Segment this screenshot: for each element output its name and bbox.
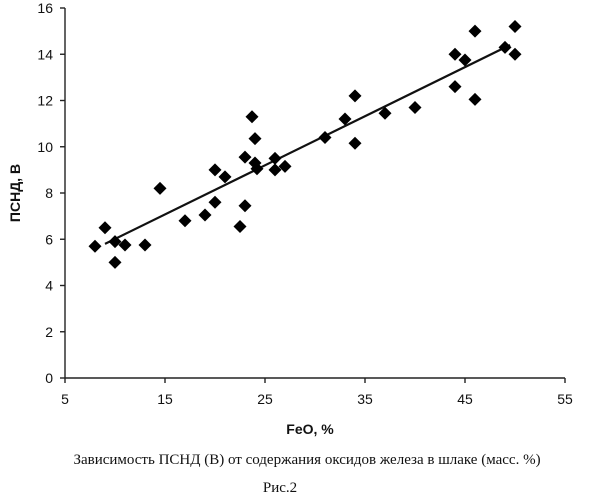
data-point [269,163,282,176]
data-point [239,151,252,164]
x-tick-label: 45 [457,391,473,407]
figure-caption: Зависимость ПСНД (В) от содержания оксид… [0,452,614,469]
x-tick-label: 55 [557,391,573,407]
y-tick-label: 12 [37,93,53,109]
trendline [105,45,510,244]
scatter-chart: 5 15 25 35 45 55 0 2 4 6 8 10 12 14 16 FeO, % ПСНД, В [0,0,614,450]
y-tick-label: 2 [45,324,53,340]
data-point [239,199,252,212]
data-point [349,137,362,150]
y-tick-label: 6 [45,231,53,247]
data-point [209,196,222,209]
data-point [179,214,192,227]
x-tick-label: 5 [61,391,69,407]
data-point [249,132,262,145]
data-point [99,221,112,234]
data-point [119,239,132,252]
y-axis-ticks: 0 2 4 6 8 10 12 14 16 [37,0,65,386]
data-point [449,48,462,61]
y-tick-label: 10 [37,139,53,155]
x-tick-label: 15 [157,391,173,407]
x-tick-label: 35 [357,391,373,407]
data-point [139,239,152,252]
data-point [89,240,102,253]
x-axis-ticks: 5 15 25 35 45 55 [61,378,573,407]
data-point [154,182,167,195]
y-tick-label: 0 [45,370,53,386]
data-point [349,89,362,102]
data-point [209,163,222,176]
data-point [279,160,292,173]
data-point [469,93,482,106]
y-tick-label: 4 [45,278,53,294]
data-point [219,170,232,183]
data-point [199,208,212,221]
data-points [89,20,522,269]
data-point [246,110,259,123]
data-point [499,41,512,54]
figure-number: Рис.2 [0,480,560,497]
x-tick-label: 25 [257,391,273,407]
y-axis-label: ПСНД, В [7,164,23,222]
data-point [409,101,422,114]
data-point [509,20,522,33]
data-point [509,48,522,61]
data-point [469,25,482,38]
y-tick-label: 16 [37,0,53,16]
data-point [449,80,462,93]
y-tick-label: 14 [37,46,53,62]
data-point [109,256,122,269]
data-point [234,220,247,233]
x-axis-label: FeO, % [286,421,334,437]
y-tick-label: 8 [45,185,53,201]
